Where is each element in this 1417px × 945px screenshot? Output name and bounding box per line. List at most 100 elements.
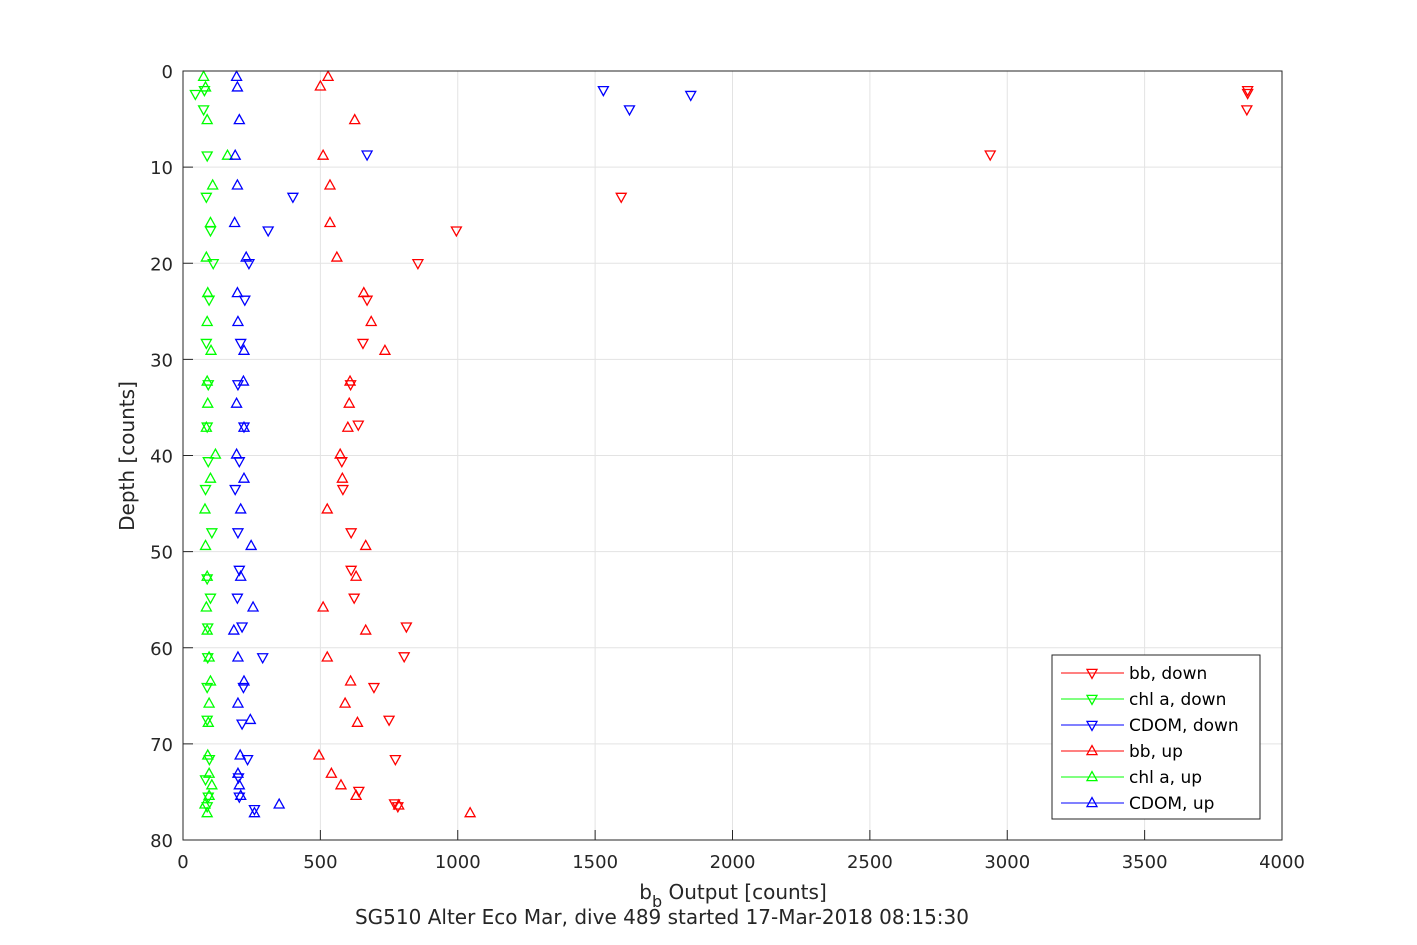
data-point <box>231 178 244 190</box>
y-axis-label: Depth [counts] <box>115 381 139 531</box>
data-point <box>241 755 254 766</box>
data-point <box>227 623 240 635</box>
data-point <box>207 258 220 270</box>
data-point <box>246 600 260 612</box>
data-point <box>201 374 214 386</box>
data-point <box>325 766 338 778</box>
y-tick-label: 30 <box>150 350 173 371</box>
data-point <box>202 766 216 778</box>
legend-label: CDOM, down <box>1129 716 1239 736</box>
data-point <box>345 528 358 540</box>
series-4 <box>197 70 234 818</box>
y-tick-label: 70 <box>150 735 173 756</box>
data-point <box>343 374 357 386</box>
data-point <box>201 113 214 125</box>
data-point <box>359 539 372 551</box>
data-point <box>382 715 396 727</box>
series-5 <box>227 70 286 818</box>
data-point <box>338 696 352 708</box>
data-point <box>334 778 348 790</box>
y-tick-label: 80 <box>150 831 173 852</box>
series-0 <box>335 85 1254 814</box>
data-point <box>343 396 356 408</box>
data-point <box>365 315 378 327</box>
x-tick-label: 0 <box>177 852 188 873</box>
data-point <box>231 286 244 298</box>
data-point <box>231 593 244 605</box>
figure-caption: SG510 Alter Eco Mar, dive 489 started 17… <box>355 905 969 929</box>
data-point <box>411 258 425 270</box>
data-point <box>231 696 245 708</box>
data-point <box>231 315 245 327</box>
data-point <box>199 539 212 551</box>
data-point <box>200 420 213 432</box>
data-point <box>240 250 253 262</box>
data-point <box>312 748 326 760</box>
data-points <box>189 70 1254 818</box>
data-point <box>256 653 269 665</box>
data-point <box>197 70 210 82</box>
data-point <box>392 798 405 810</box>
legend-item: CDOM, down <box>1061 716 1239 736</box>
x-axis-label-subscript: b <box>652 892 662 911</box>
data-point <box>345 565 358 577</box>
data-point <box>204 674 217 686</box>
data-point <box>234 338 247 350</box>
data-point <box>1241 85 1254 97</box>
data-point <box>237 420 251 432</box>
data-point <box>228 216 241 228</box>
data-point <box>230 396 243 408</box>
data-point <box>359 623 372 635</box>
data-point <box>202 696 216 708</box>
data-point <box>615 192 628 204</box>
data-point <box>317 148 330 160</box>
x-tick-label: 2000 <box>710 852 756 873</box>
data-point <box>245 539 258 551</box>
data-point <box>201 682 214 694</box>
data-point <box>389 755 402 766</box>
data-point <box>205 528 218 540</box>
data-point <box>202 650 216 662</box>
data-point <box>230 447 243 459</box>
data-point <box>237 374 250 386</box>
y-tick-label: 50 <box>150 543 173 564</box>
legend-box <box>1051 654 1261 820</box>
data-point <box>202 457 215 469</box>
data-point <box>232 773 245 785</box>
data-point <box>201 806 214 818</box>
legend-marker <box>1085 668 1099 680</box>
data-point <box>357 286 370 298</box>
data-point <box>351 715 364 727</box>
data-point <box>348 593 361 605</box>
data-point <box>205 778 218 790</box>
data-point <box>200 250 213 262</box>
data-point <box>321 502 334 514</box>
x-axis-label-main: b <box>639 880 652 904</box>
data-point <box>360 150 374 162</box>
data-point <box>201 396 214 408</box>
data-point <box>348 113 361 125</box>
data-point <box>234 502 247 514</box>
data-point <box>984 150 997 162</box>
data-point <box>262 226 275 238</box>
data-point <box>248 806 261 818</box>
data-point <box>200 600 213 612</box>
data-point <box>317 600 330 612</box>
x-tick-label: 3500 <box>1122 852 1168 873</box>
data-point <box>231 528 245 540</box>
x-tick-label: 500 <box>303 852 337 873</box>
data-point <box>199 80 212 92</box>
data-point <box>1240 105 1253 117</box>
data-point <box>229 484 242 496</box>
data-point <box>237 682 250 694</box>
data-point <box>378 343 392 355</box>
legend-item: chl a, down <box>1061 690 1226 710</box>
data-point <box>229 148 242 160</box>
legend-items: bb, down chl a, down CDOM, down bb, up chl a… <box>1061 664 1239 814</box>
data-point <box>1241 88 1254 100</box>
legend-item: bb, down <box>1061 664 1207 684</box>
x-axis-label: bb Output [counts] <box>639 880 827 911</box>
x-tick-label: 1500 <box>572 852 618 873</box>
data-point <box>189 89 202 101</box>
legend-label: chl a, down <box>1129 690 1226 710</box>
